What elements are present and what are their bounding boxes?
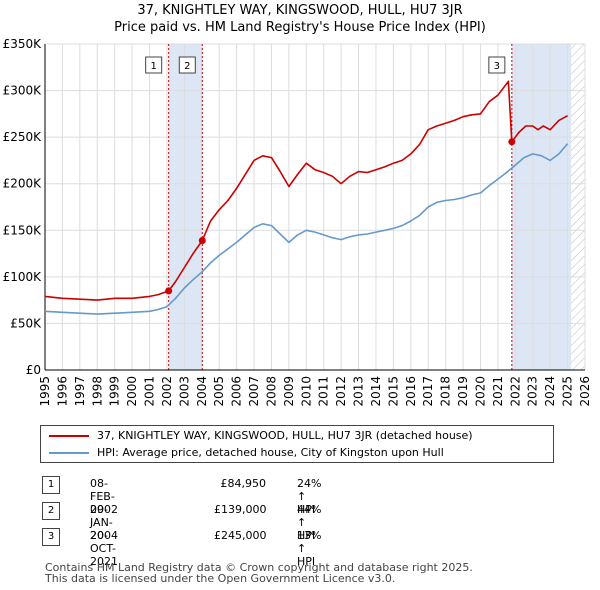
hpi-line [44,143,569,315]
y-tick-label: £0 [26,363,41,377]
sale-point [198,237,206,245]
sale-hpi: 24% ↑ HPI [297,477,322,516]
x-tick-label: 2016 [404,376,418,407]
x-tick-label: 2020 [473,376,487,407]
x-tick-label: 2015 [386,376,400,407]
sale-number: 2 [42,502,60,520]
y-tick-label: £350K [3,37,43,51]
x-tick-label: 2019 [456,376,470,407]
x-tick-label: 2011 [317,376,331,407]
sale-marker-label: 1 [150,61,156,72]
sale-marker-label: 3 [494,61,500,72]
footer-licence: This data is licensed under the Open Gov… [45,572,396,585]
x-tick-label: 2018 [439,376,453,407]
y-tick-label: £50K [10,316,42,330]
sale-price: £84,950 [220,477,267,490]
sale-number: 3 [42,528,60,546]
shaded-period [511,44,572,370]
sale-date: 20-OCT-2021 [90,529,118,568]
legend-hpi-swatch [49,452,89,454]
sale-point [508,138,516,146]
footer: Contains HM Land Registry data © Crown c… [45,562,473,584]
chart-title-line2: Price paid vs. HM Land Registry's House … [114,20,486,35]
price-chart: £0 £50K £100K £150K £200K £250K £300K £350K 1995… [3,37,592,407]
legend-price-label: 37, KNIGHTLEY WAY, KINGSWOOD, HULL, HU7 … [97,429,473,442]
chart-title-line1: 37, KNIGHTLEY WAY, KINGSWOOD, HULL, HU7 … [137,3,463,18]
x-tick-label: 2001 [143,376,157,407]
x-tick-label: 2022 [508,376,522,407]
x-tick-label: 2017 [421,376,435,407]
sale-marker-box [178,56,196,74]
x-tick-label: 2008 [264,376,278,407]
x-tick-label: 2005 [212,376,226,407]
sale-price: £245,000 [214,529,267,542]
x-tick-label: 1999 [108,376,122,407]
x-tick-label: 2010 [299,376,313,407]
x-tick-label: 2007 [247,376,261,407]
x-tick-label: 2026 [578,376,592,407]
x-tick-label: 2023 [526,376,540,407]
sale-price: £139,000 [214,503,267,516]
sale-date: 09-JAN-2004 [90,503,118,542]
legend-item-price: 37, KNIGHTLEY WAY, KINGSWOOD, HULL, HU7 … [49,428,473,444]
sale-hpi: 44% ↑ HPI [297,503,322,542]
x-tick-label: 2025 [561,376,575,407]
sale-date: 08-FEB-2002 [90,477,118,516]
sale-marker-box [145,56,163,74]
y-tick-label: £250K [3,130,43,144]
x-tick-label: 2021 [491,376,505,407]
x-tick-label: 2003 [177,376,191,407]
x-tick-label: 2002 [160,376,174,407]
x-tick-label: 2014 [369,376,383,407]
legend-item-hpi: HPI: Average price, detached house, City… [49,445,444,461]
x-tick-label: 2024 [543,376,557,407]
x-tick-label: 2013 [352,376,366,407]
footer-copyright: Contains HM Land Registry data © Crown c… [45,561,473,574]
sale-marker-box [488,56,506,74]
x-tick-label: 1998 [90,376,104,407]
sale-marker-label: 2 [184,61,190,72]
x-tick-label: 1996 [55,376,69,407]
y-tick-label: £100K [3,270,43,284]
x-tick-label: 2012 [334,376,348,407]
x-tick-label: 2004 [195,376,209,407]
y-tick-label: £300K [3,84,43,98]
sale-number: 1 [42,476,60,494]
x-tick-label: 2009 [282,376,296,407]
price-paid-line [44,80,568,301]
x-tick-label: 1997 [73,376,87,407]
legend-hpi-label: HPI: Average price, detached house, City… [97,446,444,459]
x-tick-label: 2006 [230,376,244,407]
shaded-period [168,44,203,370]
legend: 37, KNIGHTLEY WAY, KINGSWOOD, HULL, HU7 … [40,425,554,463]
x-tick-label: 2000 [125,376,139,407]
x-tick-label: 1995 [38,376,52,407]
legend-price-swatch [49,435,89,437]
y-tick-label: £200K [3,177,43,191]
forecast-hatch [571,44,585,370]
y-tick-label: £150K [3,223,43,237]
sale-point [165,287,173,295]
sale-hpi: 13% ↑ HPI [297,529,322,568]
